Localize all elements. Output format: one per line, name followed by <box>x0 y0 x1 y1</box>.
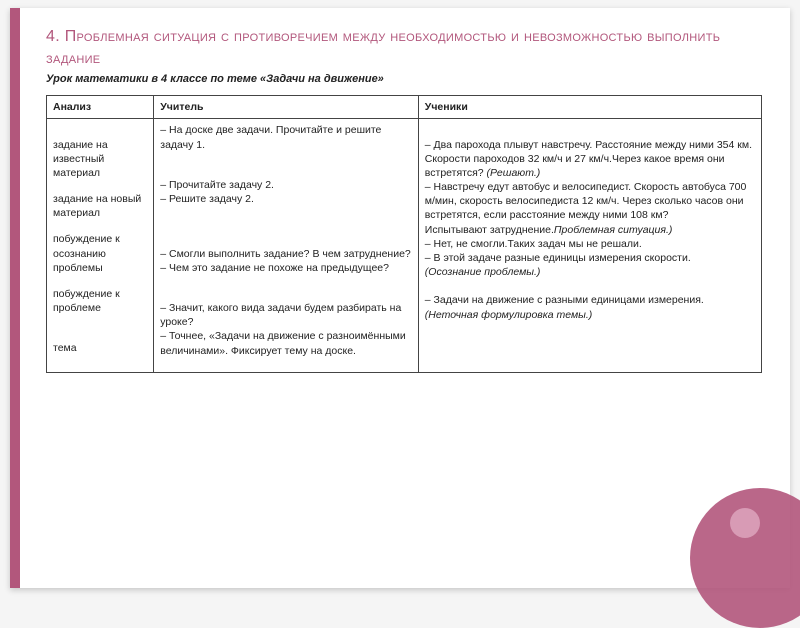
student-note: Проблемная ситуация.) <box>554 224 673 236</box>
student-line: – Задачи на движение с разными единицами… <box>425 294 704 306</box>
header-students: Ученики <box>418 96 761 119</box>
student-note: (Осознание проблемы.) <box>425 266 541 278</box>
teacher-line: – На доске две задачи. Прочитайте и реши… <box>160 123 412 151</box>
teacher-line: – Значит, какого вида задачи будем разби… <box>160 302 401 328</box>
cell-analysis: задание на известный материал задание на… <box>47 119 154 372</box>
student-line: – Нет, не смогли.Таких задач мы не решал… <box>425 238 642 250</box>
student-line: – Два парохода плывут навстречу. Расстоя… <box>425 139 752 179</box>
analysis-item: задание на известный материал <box>53 138 147 181</box>
teacher-line: – Прочитайте задачу 2. <box>160 179 274 191</box>
cell-teacher: – На доске две задачи. Прочитайте и реши… <box>154 119 419 372</box>
decoration-left-bar <box>10 8 20 588</box>
analysis-item: тема <box>53 341 147 355</box>
table-row: задание на известный материал задание на… <box>47 119 762 372</box>
header-teacher: Учитель <box>154 96 419 119</box>
student-line: Испытывают затруднение.Проблемная ситуац… <box>425 224 673 236</box>
student-line: – Навстречу едут автобус и велосипедист.… <box>425 181 747 221</box>
teacher-line: – Чем это задание не похоже на предыдуще… <box>160 261 412 275</box>
teacher-line: – Смогли выполнить задание? В чем затруд… <box>160 248 411 260</box>
student-text: – Два парохода плывут навстречу. Расстоя… <box>425 139 752 179</box>
student-note: (Решают.) <box>487 167 541 179</box>
teacher-line: – Точнее, «Задачи на движение с разноимё… <box>160 330 406 356</box>
student-text: Испытывают затруднение. <box>425 224 554 236</box>
analysis-item: побуждение к проблеме <box>53 287 147 315</box>
teacher-line: – Решите задачу 2. <box>160 192 412 206</box>
cell-students: – Два парохода плывут навстречу. Расстоя… <box>418 119 761 372</box>
header-analysis: Анализ <box>47 96 154 119</box>
lesson-table: Анализ Учитель Ученики задание на извест… <box>46 95 762 372</box>
analysis-item: побуждение к осознанию проблемы <box>53 232 147 275</box>
slide-title: 4. Проблемная ситуация с противоречием м… <box>46 26 762 69</box>
analysis-item: задание на новый материал <box>53 192 147 220</box>
table-header-row: Анализ Учитель Ученики <box>47 96 762 119</box>
slide: 4. Проблемная ситуация с противоречием м… <box>10 8 790 588</box>
student-line: – В этой задаче разные единицы измерения… <box>425 252 691 264</box>
student-note: (Неточная формулировка темы.) <box>425 309 592 321</box>
decoration-circle-small <box>730 508 760 538</box>
slide-subtitle: Урок математики в 4 классе по теме «Зада… <box>46 73 762 85</box>
